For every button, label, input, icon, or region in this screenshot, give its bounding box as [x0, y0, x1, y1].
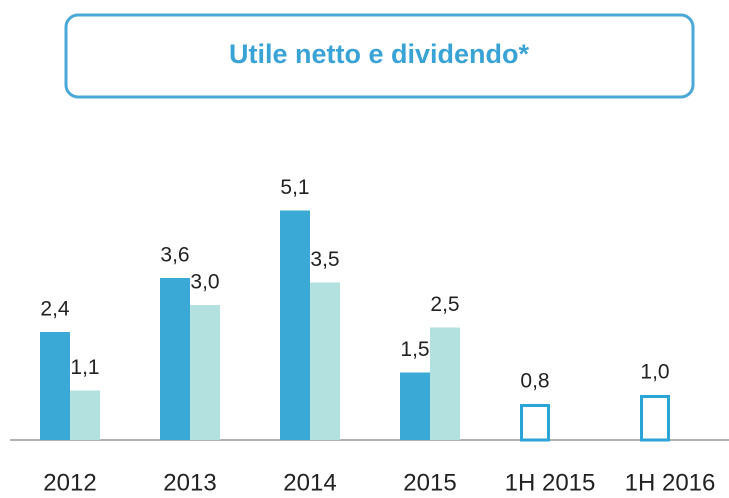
data-label: 2,5	[430, 293, 459, 316]
x-tick-label: 2014	[283, 469, 336, 496]
x-tick-label: 1H 2015	[505, 469, 596, 496]
bar	[160, 278, 190, 440]
data-label: 2,4	[40, 298, 70, 321]
bar	[640, 395, 670, 442]
x-tick-label: 2013	[163, 469, 216, 496]
bar	[190, 305, 220, 440]
bar	[400, 372, 430, 440]
bar	[280, 210, 310, 440]
title-box	[64, 13, 695, 99]
bar	[310, 282, 340, 440]
x-tick-label: 2015	[403, 469, 456, 496]
data-label: 5,1	[280, 176, 309, 199]
chart-title: Utile netto e dividendo*	[229, 39, 530, 69]
data-label: 3,6	[160, 244, 189, 267]
data-label: 1,1	[70, 356, 99, 379]
data-label: 0,8	[520, 370, 549, 393]
data-label: 3,5	[310, 248, 339, 271]
data-label: 1,5	[400, 338, 429, 361]
bar	[520, 404, 550, 442]
data-label: 3,0	[190, 271, 219, 294]
bar	[40, 332, 70, 440]
data-label: 1,0	[640, 361, 669, 384]
x-tick-label: 1H 2016	[625, 469, 716, 496]
bar	[430, 327, 460, 440]
x-tick-label: 2012	[43, 469, 96, 496]
bar	[70, 390, 100, 440]
